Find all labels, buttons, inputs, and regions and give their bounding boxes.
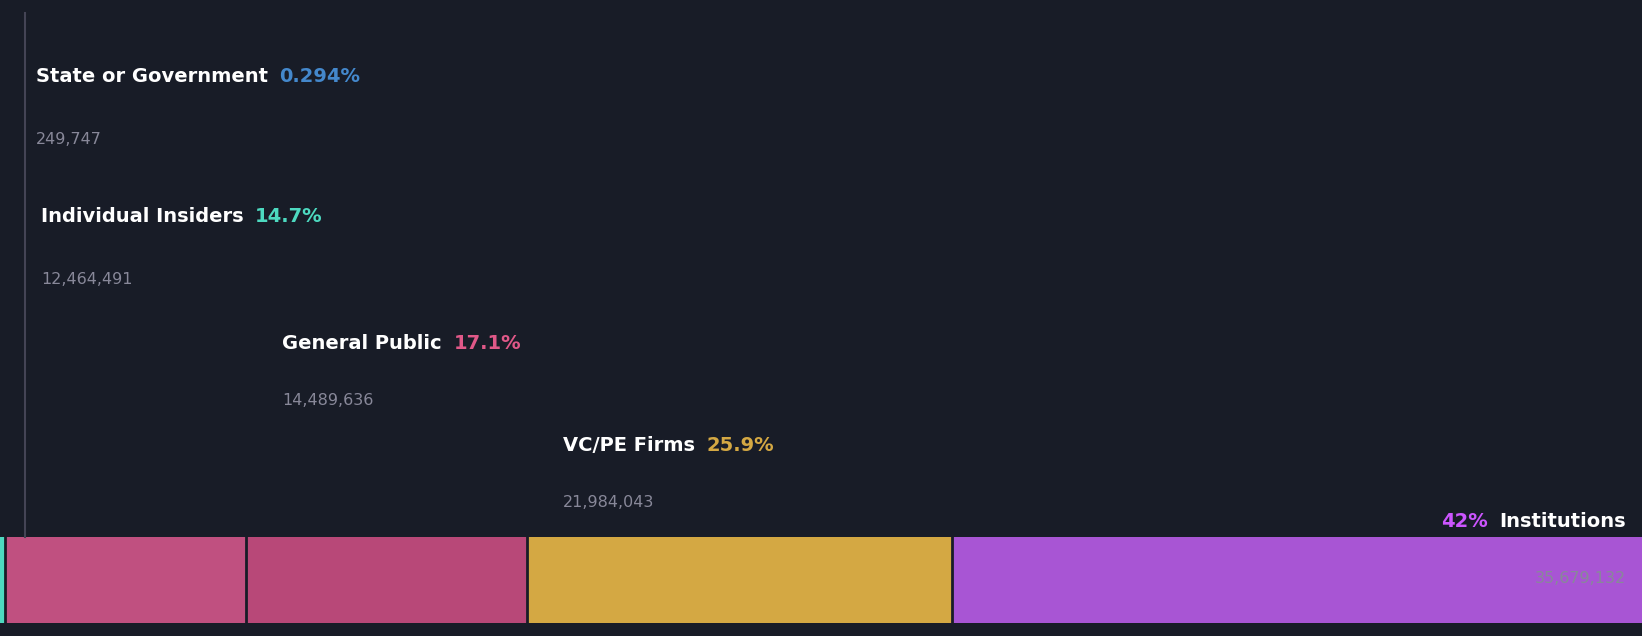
Text: 21,984,043: 21,984,043 [563,495,655,510]
Text: VC/PE Firms: VC/PE Firms [563,436,695,455]
Text: 0.294%: 0.294% [279,67,361,86]
Text: 17.1%: 17.1% [453,334,521,353]
Text: 25.9%: 25.9% [706,436,775,455]
Text: Institutions: Institutions [1499,512,1626,531]
Bar [0,537,5,623]
Bar [527,537,952,623]
Text: 249,747: 249,747 [36,132,102,148]
Bar [246,537,527,623]
Text: 12,464,491: 12,464,491 [41,272,133,287]
Bar [952,537,1642,623]
Text: State or Government: State or Government [36,67,268,86]
Text: 42%: 42% [1440,512,1488,531]
Text: 35,679,132: 35,679,132 [1535,571,1626,586]
Text: Individual Insiders: Individual Insiders [41,207,243,226]
Text: General Public: General Public [282,334,442,353]
Text: 14,489,636: 14,489,636 [282,393,374,408]
Text: 14.7%: 14.7% [255,207,323,226]
Bar [5,537,246,623]
